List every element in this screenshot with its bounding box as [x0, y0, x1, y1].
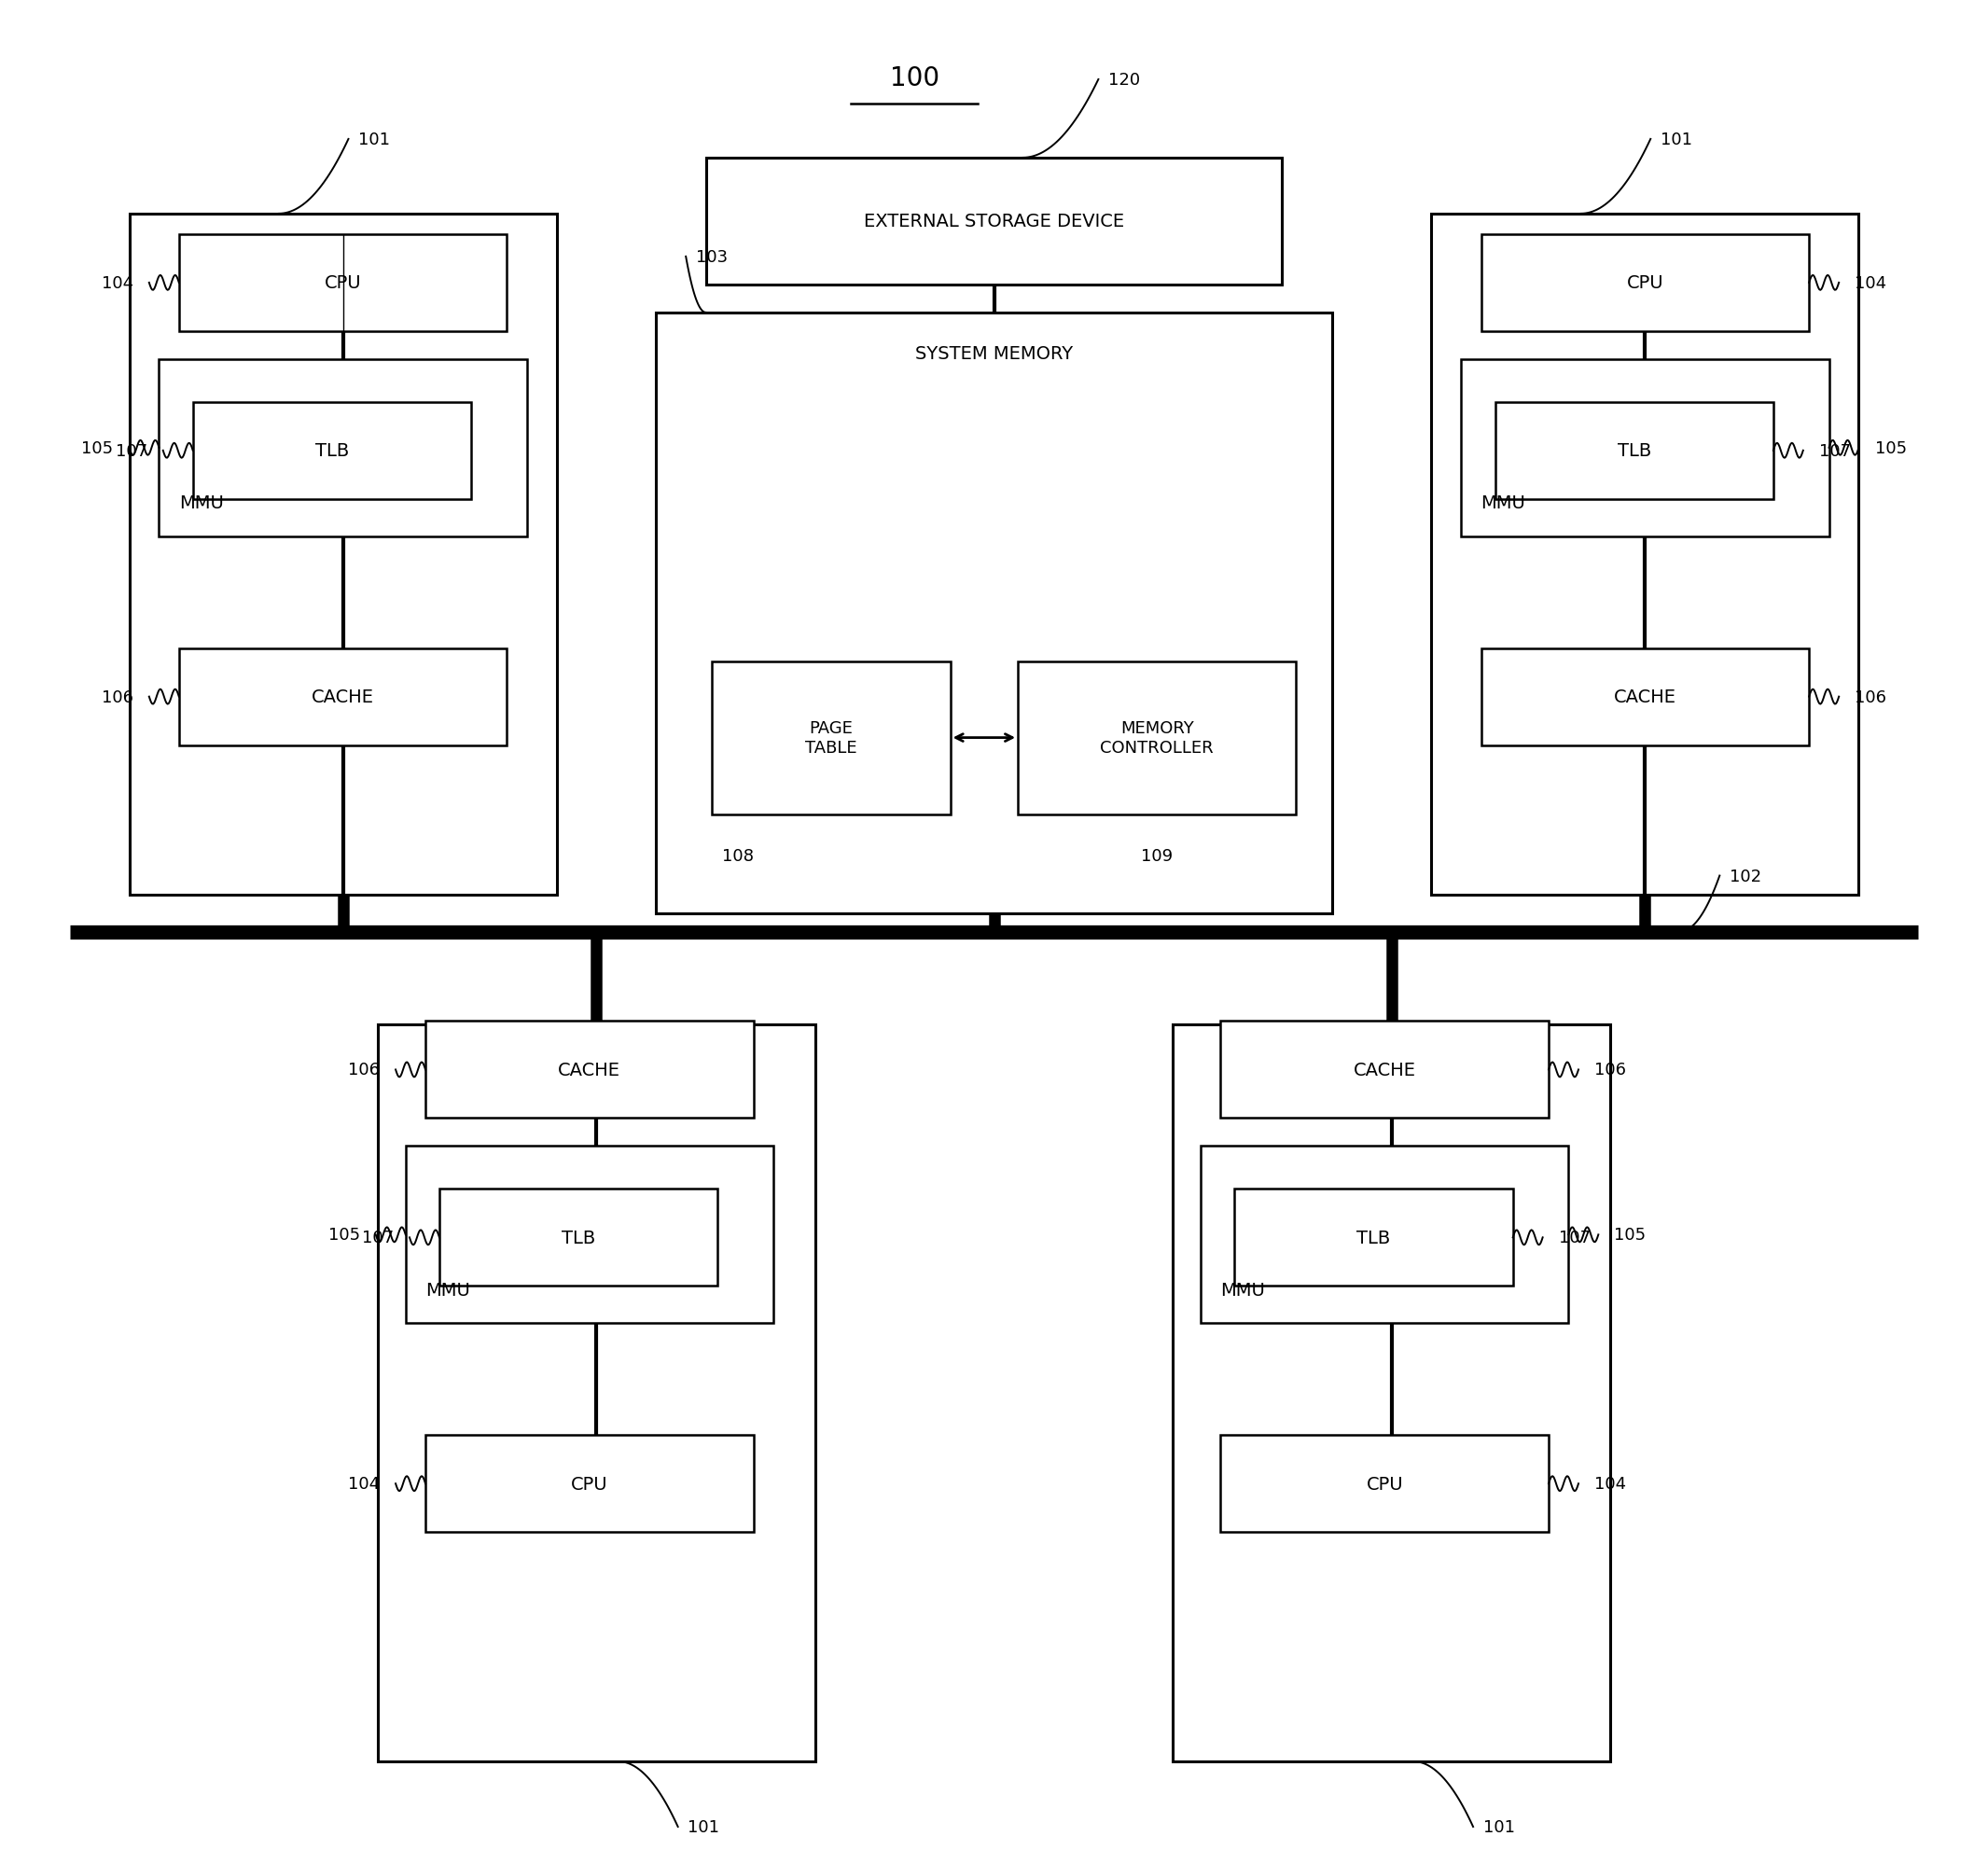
Text: CPU: CPU [1626, 274, 1664, 293]
Text: 104: 104 [1594, 1474, 1626, 1493]
Bar [1235, 1189, 1513, 1286]
Text: 105: 105 [1614, 1227, 1646, 1243]
Text: CACHE: CACHE [1614, 688, 1676, 706]
Bar [378, 1025, 815, 1761]
Bar [439, 1189, 718, 1286]
Bar [1221, 1021, 1549, 1118]
Text: CACHE: CACHE [1354, 1061, 1415, 1079]
Bar [179, 649, 507, 746]
Text: 105: 105 [1875, 440, 1906, 457]
Text: 104: 104 [101, 274, 133, 293]
Bar [1431, 214, 1859, 895]
Text: TLB: TLB [1356, 1228, 1392, 1247]
Text: CACHE: CACHE [312, 688, 374, 706]
Text: 107: 107 [1559, 1228, 1590, 1247]
Bar [425, 1021, 753, 1118]
Text: 101: 101 [1660, 130, 1692, 149]
Bar [179, 235, 507, 332]
Bar [1201, 1146, 1569, 1323]
Text: 106: 106 [1594, 1061, 1626, 1079]
Text: 108: 108 [722, 846, 753, 865]
Text: 106: 106 [348, 1061, 380, 1079]
Text: MMU: MMU [179, 494, 223, 513]
Text: 104: 104 [1855, 274, 1887, 293]
Text: 106: 106 [101, 688, 133, 706]
Bar [129, 214, 557, 895]
Text: 120: 120 [1109, 71, 1141, 89]
Text: 105: 105 [328, 1227, 360, 1243]
Text: TLB: TLB [314, 442, 350, 460]
Text: CPU: CPU [571, 1474, 608, 1493]
Text: 107: 107 [362, 1228, 394, 1247]
Text: 100: 100 [891, 65, 938, 91]
Bar [656, 313, 1332, 913]
Bar [1018, 662, 1296, 815]
Text: 104: 104 [348, 1474, 380, 1493]
Text: MEMORY
CONTROLLER: MEMORY CONTROLLER [1099, 720, 1215, 757]
Text: TLB: TLB [1616, 442, 1652, 460]
Text: 105: 105 [82, 440, 113, 457]
Text: CPU: CPU [1366, 1474, 1404, 1493]
Bar [425, 1435, 753, 1532]
Text: 101: 101 [1483, 1817, 1515, 1836]
Text: 103: 103 [696, 248, 728, 267]
Text: 106: 106 [1855, 688, 1887, 706]
Text: CACHE: CACHE [559, 1061, 620, 1079]
Text: 109: 109 [1141, 846, 1173, 865]
Bar [1481, 649, 1809, 746]
Text: 101: 101 [358, 130, 390, 149]
Bar [406, 1146, 773, 1323]
Bar [1495, 403, 1773, 500]
Text: SYSTEM MEMORY: SYSTEM MEMORY [914, 345, 1074, 363]
Bar [1221, 1435, 1549, 1532]
Bar [712, 662, 950, 815]
Text: MMU: MMU [1221, 1281, 1264, 1299]
Bar [1173, 1025, 1610, 1761]
Bar [1461, 360, 1829, 537]
Bar [193, 403, 471, 500]
Text: MMU: MMU [425, 1281, 469, 1299]
Text: 107: 107 [115, 442, 147, 460]
Text: 107: 107 [1819, 442, 1851, 460]
Text: TLB: TLB [561, 1228, 596, 1247]
Text: 102: 102 [1730, 867, 1761, 885]
Text: EXTERNAL STORAGE DEVICE: EXTERNAL STORAGE DEVICE [865, 212, 1123, 231]
Text: 101: 101 [688, 1817, 720, 1836]
Bar [159, 360, 527, 537]
Text: PAGE
TABLE: PAGE TABLE [805, 720, 857, 757]
Text: CPU: CPU [324, 274, 362, 293]
Bar [706, 158, 1282, 285]
Bar [1481, 235, 1809, 332]
Text: MMU: MMU [1481, 494, 1525, 513]
